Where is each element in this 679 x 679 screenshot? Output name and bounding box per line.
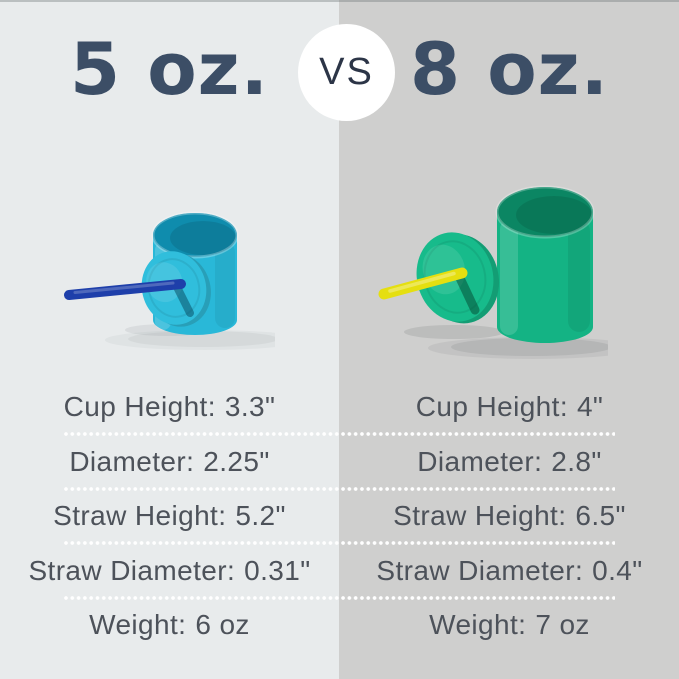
spec-row-diameter: Diameter: 2.8": [340, 435, 679, 490]
spec-label: Cup Height:: [415, 391, 568, 423]
spec-value: 2.25": [203, 445, 270, 477]
ground-shadow: [105, 330, 305, 350]
body-shade: [215, 242, 235, 328]
spec-value: 6 oz: [195, 609, 250, 641]
spec-list-5oz: Cup Height: 3.3" Diameter: 2.25" Straw H…: [0, 380, 339, 653]
rim-highlight: [495, 185, 595, 239]
spec-label: Weight:: [429, 609, 527, 641]
vs-label: VS: [319, 51, 374, 93]
spec-label: Straw Height:: [393, 500, 567, 532]
spec-row-cup-height: Cup Height: 3.3": [0, 380, 339, 435]
vs-badge: VS: [298, 24, 395, 121]
spec-row-straw-diameter: Straw Diameter: 0.4": [340, 544, 679, 599]
spec-label: Straw Diameter:: [28, 554, 236, 586]
spec-row-weight: Weight: 7 oz: [340, 598, 679, 653]
spec-value: 6.5": [575, 500, 626, 532]
spec-label: Straw Diameter:: [376, 554, 584, 586]
ground-shadow: [128, 331, 278, 347]
spec-row-straw-diameter: Straw Diameter: 0.31": [0, 544, 339, 599]
dotted-divider: [64, 432, 615, 436]
ground-shadow: [451, 338, 611, 356]
cup-5oz-svg: [64, 211, 305, 350]
straw-highlight: [388, 271, 456, 293]
cup-illustration-5oz: [55, 200, 305, 360]
cup-illustration-8oz: [368, 170, 638, 365]
spec-list-8oz: Cup Height: 4" Diameter: 2.8" Straw Heig…: [340, 380, 679, 653]
heading-5oz: 5 oz.: [70, 27, 269, 111]
spec-row-straw-height: Straw Height: 6.5": [340, 489, 679, 544]
top-edge-line: [0, 0, 679, 2]
spec-value: 0.31": [244, 554, 311, 586]
ground-shadow: [428, 337, 638, 359]
spec-value: 5.2": [235, 500, 286, 532]
body-highlight: [500, 220, 518, 335]
left-panel-5oz: [0, 0, 339, 679]
right-panel-8oz: [339, 0, 679, 679]
lid-shadow: [404, 325, 504, 339]
heading-8oz: 8 oz.: [410, 27, 609, 111]
dotted-divider: [64, 596, 615, 600]
rim-highlight: [151, 211, 239, 259]
dotted-divider: [64, 541, 615, 545]
body-shade: [568, 220, 590, 332]
spec-row-cup-height: Cup Height: 4": [340, 380, 679, 435]
spec-value: 4": [576, 391, 604, 423]
spec-value: 2.8": [551, 445, 602, 477]
straw-shadow: [454, 271, 480, 315]
cup-8oz-svg: [378, 185, 638, 359]
straw-shadow: [173, 283, 194, 317]
spec-value: 7 oz: [535, 609, 590, 641]
spec-value: 0.4": [592, 554, 643, 586]
straw: [378, 267, 468, 300]
straw-highlight: [73, 281, 175, 294]
opening-shade: [170, 221, 236, 255]
straw: [64, 279, 186, 300]
spec-label: Weight:: [89, 609, 187, 641]
spec-row-straw-height: Straw Height: 5.2": [0, 489, 339, 544]
spec-label: Straw Height:: [53, 500, 227, 532]
lid-ring: [147, 258, 201, 318]
dotted-divider: [64, 487, 615, 491]
cup-opening: [497, 187, 593, 237]
cup-opening: [153, 213, 237, 257]
spec-label: Cup Height:: [63, 391, 216, 423]
opening-shade: [516, 196, 592, 234]
spec-label: Diameter:: [69, 445, 195, 477]
spec-value: 3.3": [224, 391, 276, 423]
spec-label: Diameter:: [417, 445, 543, 477]
spec-row-weight: Weight: 6 oz: [0, 598, 339, 653]
spec-row-diameter: Diameter: 2.25": [0, 435, 339, 490]
